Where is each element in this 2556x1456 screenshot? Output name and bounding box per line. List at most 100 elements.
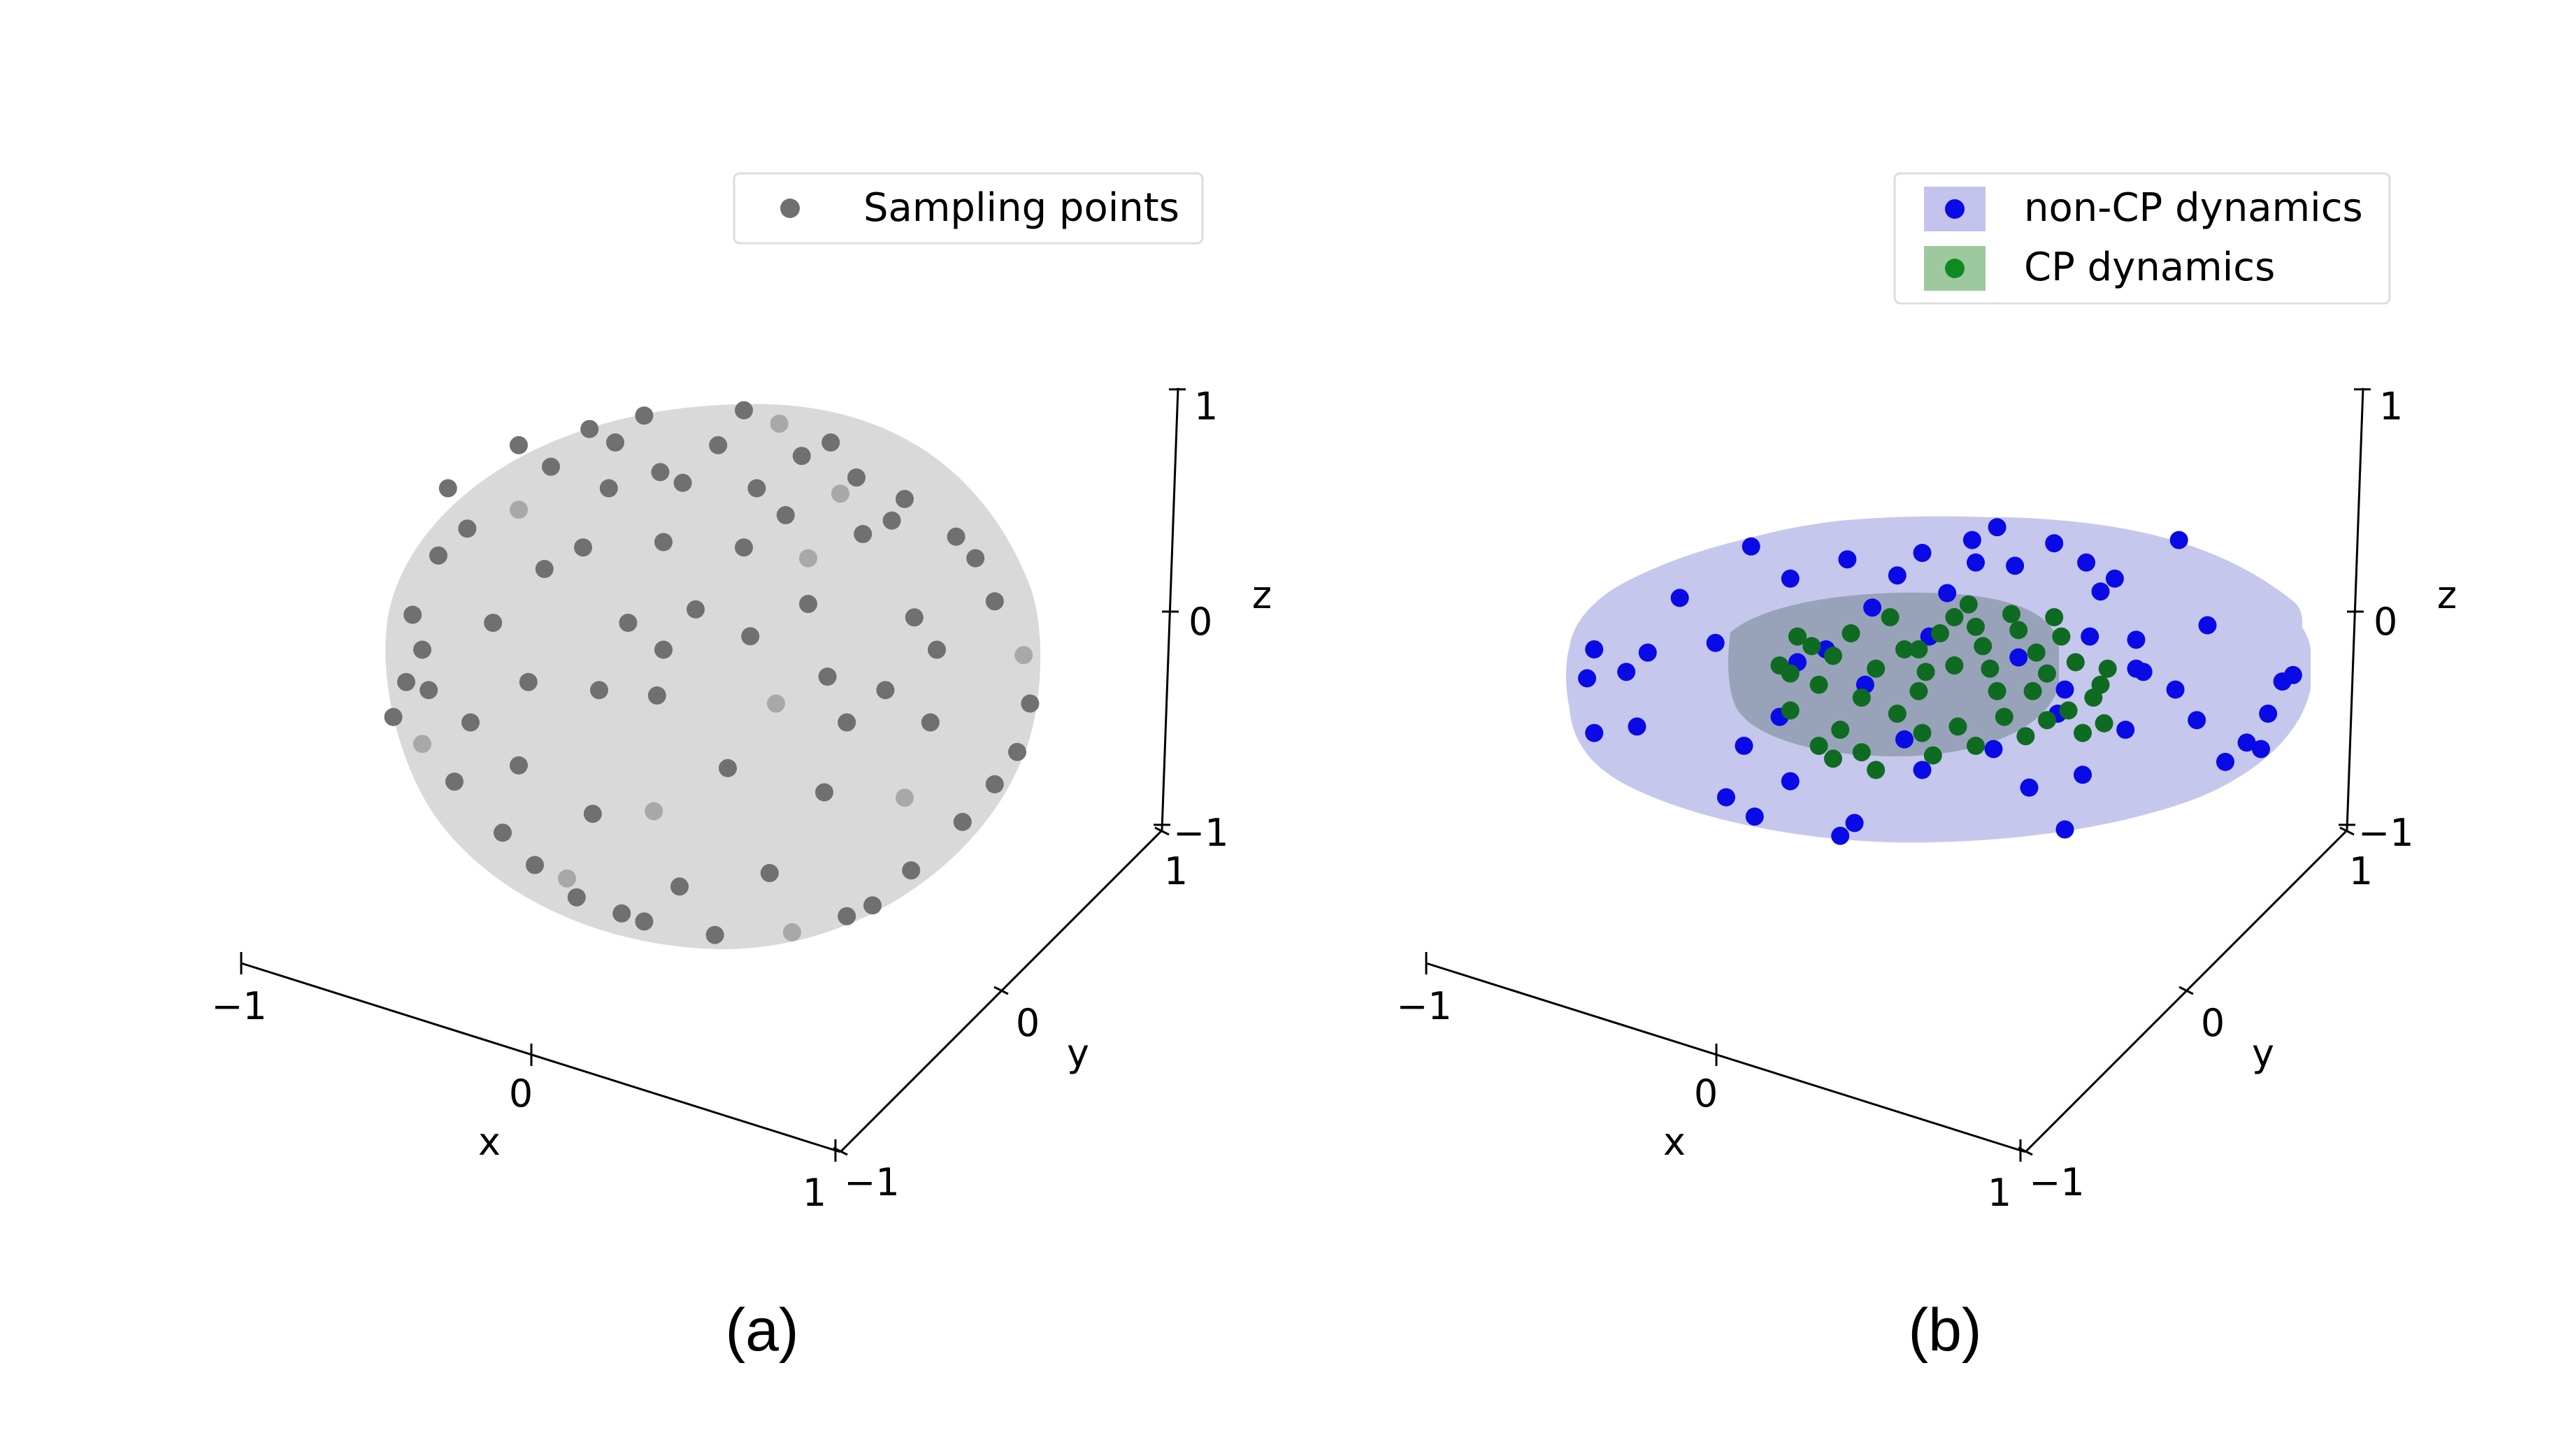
sampling-point <box>647 686 666 705</box>
y-tick-label: −1 <box>2029 1160 2085 1204</box>
non-cp-point <box>1735 737 1753 755</box>
sampling-point <box>747 479 766 498</box>
y-tick-label: 1 <box>1164 849 1188 893</box>
sampling-point <box>705 925 724 944</box>
sampling-point <box>599 479 618 498</box>
cp-point <box>1981 659 1999 678</box>
sampling-point <box>947 527 965 546</box>
sampling-point <box>429 546 447 565</box>
non-cp-point <box>2283 665 2302 684</box>
z-tick-label: −1 <box>1173 811 1229 855</box>
sampling-point <box>419 681 438 700</box>
non-cp-point <box>1845 814 1864 832</box>
non-cp-point <box>2091 582 2110 601</box>
cp-point <box>1824 647 1842 665</box>
cp-point <box>1867 761 1886 779</box>
x-tick-label: −1 <box>1396 984 1452 1028</box>
cp-point <box>2027 643 2046 662</box>
z-tick-label: −1 <box>2358 811 2414 855</box>
cp-point <box>1824 749 1842 768</box>
sampling-point <box>612 904 631 923</box>
cp-point <box>2074 723 2092 742</box>
sampling-point <box>818 668 837 686</box>
sampling-point <box>384 707 403 726</box>
non-cp-point <box>2105 569 2124 588</box>
non-cp-point <box>2237 733 2256 752</box>
legend-label: Sampling points <box>863 185 1179 231</box>
non-cp-point <box>1717 788 1735 807</box>
non-cp-point <box>2166 680 2185 699</box>
sampling-point <box>673 473 692 492</box>
panel-label-b: (b) <box>1908 1297 1981 1364</box>
z-tick-label: 0 <box>2374 600 2397 644</box>
sampling-point <box>735 401 753 419</box>
cp-point <box>1916 663 1935 682</box>
sampling-point <box>558 869 576 888</box>
cp-point <box>1967 737 1985 755</box>
non-cp-point <box>1706 633 1725 652</box>
cp-point <box>1945 656 1964 675</box>
y-axis <box>2018 826 2355 1156</box>
sampling-point <box>413 735 431 754</box>
non-cp-point <box>1988 518 2006 537</box>
cp-point <box>1967 617 1985 636</box>
non-cp-point <box>1831 826 1850 845</box>
cp-point <box>2084 689 2103 707</box>
sampling-point <box>403 605 422 624</box>
sampling-point <box>776 506 795 524</box>
x-tick-label: 0 <box>509 1072 533 1116</box>
sampling-point <box>526 856 544 874</box>
sampling-point <box>815 783 833 802</box>
cp-point <box>1809 675 1828 694</box>
sampling-point <box>567 888 586 907</box>
sampling-point <box>484 614 503 632</box>
cp-point <box>2066 653 2085 672</box>
legend: non-CP dynamics CP dynamics <box>1893 172 2391 305</box>
non-cp-point <box>1585 723 1604 742</box>
y-axis-label: y <box>2252 1031 2274 1075</box>
sampling-point <box>645 802 663 821</box>
sampling-point <box>580 419 599 438</box>
legend-marker-sampling-points <box>780 199 800 218</box>
legend: Sampling points <box>733 172 1204 245</box>
panel-label-a: (a) <box>725 1297 798 1364</box>
sampling-point <box>863 896 882 915</box>
x-tick-label: 1 <box>1988 1171 2011 1215</box>
cp-point <box>1895 640 1914 658</box>
x-tick-label: 0 <box>1694 1072 1718 1116</box>
x-tick-label: 1 <box>803 1171 826 1215</box>
non-cp-point <box>2020 778 2039 797</box>
non-cp-point <box>2169 531 2188 549</box>
sampling-point <box>542 457 560 476</box>
sampling-point <box>461 713 480 732</box>
cp-point <box>1923 746 1942 765</box>
sampling-point <box>741 627 760 646</box>
panel-b: −1 0 1 x −1 0 1 y −1 0 1 z non-CP dynami <box>1396 172 2457 1364</box>
y-axis <box>833 826 1170 1156</box>
non-cp-point <box>2188 711 2206 730</box>
sampling-point <box>635 406 654 425</box>
cp-point <box>2002 605 2020 624</box>
cp-point <box>1881 608 1900 626</box>
sampling-point <box>654 640 673 659</box>
sampling-point <box>574 538 592 557</box>
y-tick-label: 0 <box>1016 1001 1040 1045</box>
non-cp-point <box>2081 627 2099 646</box>
cp-points-group <box>1770 595 2117 779</box>
sampling-point <box>876 681 895 700</box>
non-cp-point <box>1628 717 1646 736</box>
sampling-point <box>606 433 624 452</box>
non-cp-point <box>2055 820 2074 839</box>
legend-label: non-CP dynamics <box>2024 185 2363 231</box>
non-cp-point <box>1745 807 1764 826</box>
non-cp-point <box>1962 531 1981 549</box>
sampling-point <box>735 538 753 557</box>
non-cp-points-group <box>1578 518 2302 845</box>
y-axis-label: y <box>1067 1031 1089 1075</box>
cp-point <box>1974 637 1993 656</box>
cp-point <box>1781 701 1800 720</box>
cp-point <box>1852 689 1871 707</box>
y-tick-label: −1 <box>844 1160 900 1204</box>
sampling-point <box>397 672 415 691</box>
